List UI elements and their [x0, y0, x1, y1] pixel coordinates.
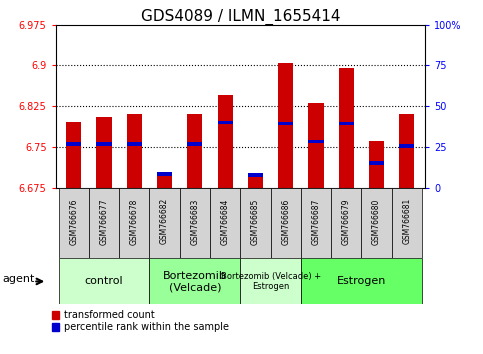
Bar [127, 142, 142, 146]
Text: GSM766677: GSM766677 [99, 198, 109, 245]
Bar [339, 68, 354, 188]
Bar [157, 172, 172, 176]
Text: Bortezomib
(Velcade): Bortezomib (Velcade) [163, 270, 227, 292]
Bar [241, 258, 301, 304]
Bar [187, 114, 202, 188]
Bar [241, 188, 270, 258]
Text: agent: agent [3, 274, 35, 284]
Bar [217, 95, 233, 188]
Bar [127, 114, 142, 188]
Bar [58, 188, 89, 258]
Bar [157, 174, 172, 188]
Bar [180, 188, 210, 258]
Bar [89, 188, 119, 258]
Legend: transformed count, percentile rank within the sample: transformed count, percentile rank withi… [51, 309, 230, 333]
Text: Estrogen: Estrogen [337, 276, 386, 286]
Text: GSM766680: GSM766680 [372, 198, 381, 245]
Bar [66, 142, 81, 146]
Text: GSM766679: GSM766679 [342, 198, 351, 245]
Bar [149, 258, 241, 304]
Bar [97, 117, 112, 188]
Text: Bortezomib (Velcade) +
Estrogen: Bortezomib (Velcade) + Estrogen [221, 272, 321, 291]
Bar [392, 188, 422, 258]
Bar [149, 188, 180, 258]
Bar [278, 122, 293, 125]
Text: GSM766683: GSM766683 [190, 198, 199, 245]
Bar [248, 177, 263, 188]
Bar [369, 142, 384, 188]
Bar [301, 258, 422, 304]
Bar [301, 188, 331, 258]
Bar [399, 144, 414, 148]
Bar [58, 258, 149, 304]
Text: GSM766686: GSM766686 [281, 198, 290, 245]
Bar [361, 188, 392, 258]
Bar [309, 103, 324, 188]
Bar [217, 121, 233, 124]
Bar [399, 114, 414, 188]
Bar [66, 122, 81, 188]
Bar [369, 161, 384, 165]
Text: GSM766685: GSM766685 [251, 198, 260, 245]
Text: GSM766676: GSM766676 [69, 198, 78, 245]
Bar [309, 139, 324, 143]
Text: GSM766681: GSM766681 [402, 198, 412, 245]
Bar [248, 173, 263, 177]
Bar [331, 188, 361, 258]
Text: GSM766687: GSM766687 [312, 198, 321, 245]
Bar [339, 122, 354, 125]
Bar [119, 188, 149, 258]
Bar [187, 142, 202, 146]
Title: GDS4089 / ILMN_1655414: GDS4089 / ILMN_1655414 [141, 8, 340, 25]
Text: GSM766684: GSM766684 [221, 198, 229, 245]
Text: control: control [85, 276, 123, 286]
Text: GSM766678: GSM766678 [130, 198, 139, 245]
Bar [97, 142, 112, 146]
Bar [270, 188, 301, 258]
Bar [210, 188, 241, 258]
Text: GSM766682: GSM766682 [160, 198, 169, 245]
Bar [278, 63, 293, 188]
